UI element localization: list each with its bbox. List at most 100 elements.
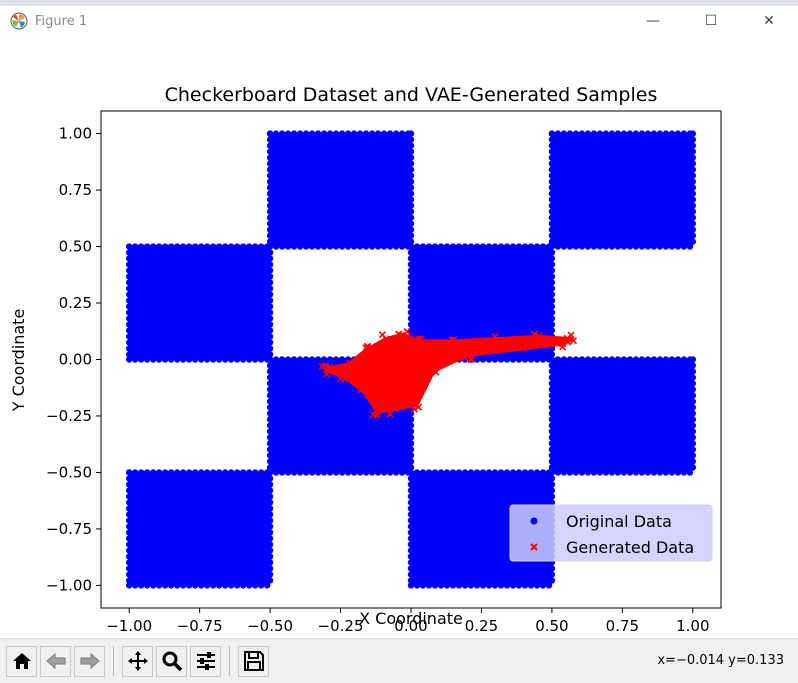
- original-data-point: [284, 243, 292, 250]
- back-button[interactable]: [40, 645, 71, 677]
- y-tick-label: 0.75: [59, 181, 92, 199]
- original-data-point: [203, 582, 211, 589]
- original-data-point: [527, 582, 535, 589]
- save-button[interactable]: [238, 645, 269, 677]
- original-data-point: [407, 267, 415, 274]
- original-data-point: [257, 469, 265, 476]
- original-data-point: [644, 356, 652, 363]
- original-data-point: [680, 243, 688, 250]
- original-data-point: [668, 469, 676, 476]
- original-data-point: [266, 190, 274, 197]
- original-data-point: [497, 356, 505, 363]
- original-data-point: [125, 303, 133, 310]
- original-data-point: [239, 243, 247, 250]
- original-data-point: [125, 499, 133, 506]
- original-data-point: [407, 184, 415, 191]
- original-data-point: [386, 243, 394, 250]
- original-data-point: [407, 178, 415, 185]
- original-data-point: [548, 362, 556, 369]
- original-data-point: [173, 356, 181, 363]
- original-data-point: [443, 469, 451, 476]
- original-data-point: [392, 243, 400, 250]
- original-data-point: [362, 243, 370, 250]
- original-data-point: [227, 469, 235, 476]
- original-data-point: [266, 291, 274, 298]
- original-data-point: [125, 285, 133, 292]
- configure-subplots-icon: [196, 652, 215, 670]
- original-data-point: [521, 243, 529, 250]
- original-data-point: [548, 469, 556, 476]
- configure-subplots-button[interactable]: [190, 645, 221, 677]
- original-data-point: [413, 469, 421, 476]
- original-data-point: [302, 243, 310, 250]
- home-icon: [12, 653, 31, 669]
- original-data-point: [407, 493, 415, 500]
- original-data-point: [251, 356, 259, 363]
- original-data-point: [485, 356, 493, 363]
- original-data-point: [239, 469, 247, 476]
- original-data-point: [149, 582, 157, 589]
- navigation-toolbar: x=−0.014 y=0.133: [0, 638, 798, 683]
- original-data-point: [314, 356, 322, 363]
- zoom-button[interactable]: [156, 645, 187, 677]
- maximize-button[interactable]: ☐: [704, 13, 718, 29]
- original-data-point: [548, 261, 556, 268]
- generated-data-point: [374, 407, 382, 415]
- original-data-point: [590, 469, 598, 476]
- x-tick-label: 0.00: [394, 617, 427, 635]
- original-data-point: [584, 130, 592, 137]
- original-data-point: [296, 356, 304, 363]
- original-data-point: [407, 422, 415, 429]
- original-data-point: [179, 356, 187, 363]
- x-tick-label: 0.50: [535, 617, 568, 635]
- original-data-point: [368, 469, 376, 476]
- original-data-point: [656, 130, 664, 137]
- original-data-point: [266, 267, 274, 274]
- legend-generated-label: Generated Data: [566, 538, 694, 557]
- original-data-point: [455, 582, 463, 589]
- generated-data-point: [564, 338, 572, 346]
- home-button[interactable]: [6, 645, 37, 677]
- original-data-point: [125, 267, 133, 274]
- original-data-point: [497, 469, 505, 476]
- original-data-point: [398, 469, 406, 476]
- original-data-point: [554, 243, 562, 250]
- original-data-point: [515, 356, 523, 363]
- original-data-point: [266, 535, 274, 542]
- legend-generated-marker: [530, 543, 538, 551]
- original-data-point: [125, 547, 133, 554]
- generated-data-point: [357, 386, 365, 394]
- original-data-point: [167, 356, 175, 363]
- original-data-point: [479, 356, 487, 363]
- generated-data-point: [559, 343, 567, 351]
- original-data-square-fill: [270, 133, 411, 247]
- generated-data-point: [487, 339, 495, 347]
- original-data-point: [689, 368, 697, 375]
- original-data-point: [668, 356, 676, 363]
- original-data-square: [125, 243, 274, 363]
- original-data-point: [278, 356, 286, 363]
- original-data-point: [407, 172, 415, 179]
- scatter-plot[interactable]: Checkerboard Dataset and VAE-Generated S…: [0, 36, 798, 638]
- minimize-button[interactable]: —: [646, 13, 660, 29]
- original-data-point: [125, 541, 133, 548]
- original-data-point: [548, 356, 556, 363]
- generated-data-point: [337, 375, 345, 383]
- x-tick-label: −1.00: [106, 617, 152, 635]
- original-data-point: [125, 559, 133, 566]
- y-tick-label: −1.00: [46, 576, 92, 594]
- close-button[interactable]: ✕: [763, 13, 775, 29]
- original-data-point: [548, 404, 556, 411]
- original-data-point: [266, 386, 274, 393]
- original-data-point: [407, 582, 415, 589]
- original-data-point: [266, 571, 274, 578]
- pan-button[interactable]: [122, 645, 153, 677]
- original-data-point: [407, 458, 415, 465]
- forward-button[interactable]: [74, 645, 105, 677]
- original-data-point: [443, 243, 451, 250]
- original-data-point: [149, 243, 157, 250]
- original-data-point: [374, 469, 382, 476]
- original-data-point: [137, 582, 145, 589]
- x-tick-label: 0.25: [465, 617, 498, 635]
- figure-canvas[interactable]: Checkerboard Dataset and VAE-Generated S…: [0, 36, 798, 638]
